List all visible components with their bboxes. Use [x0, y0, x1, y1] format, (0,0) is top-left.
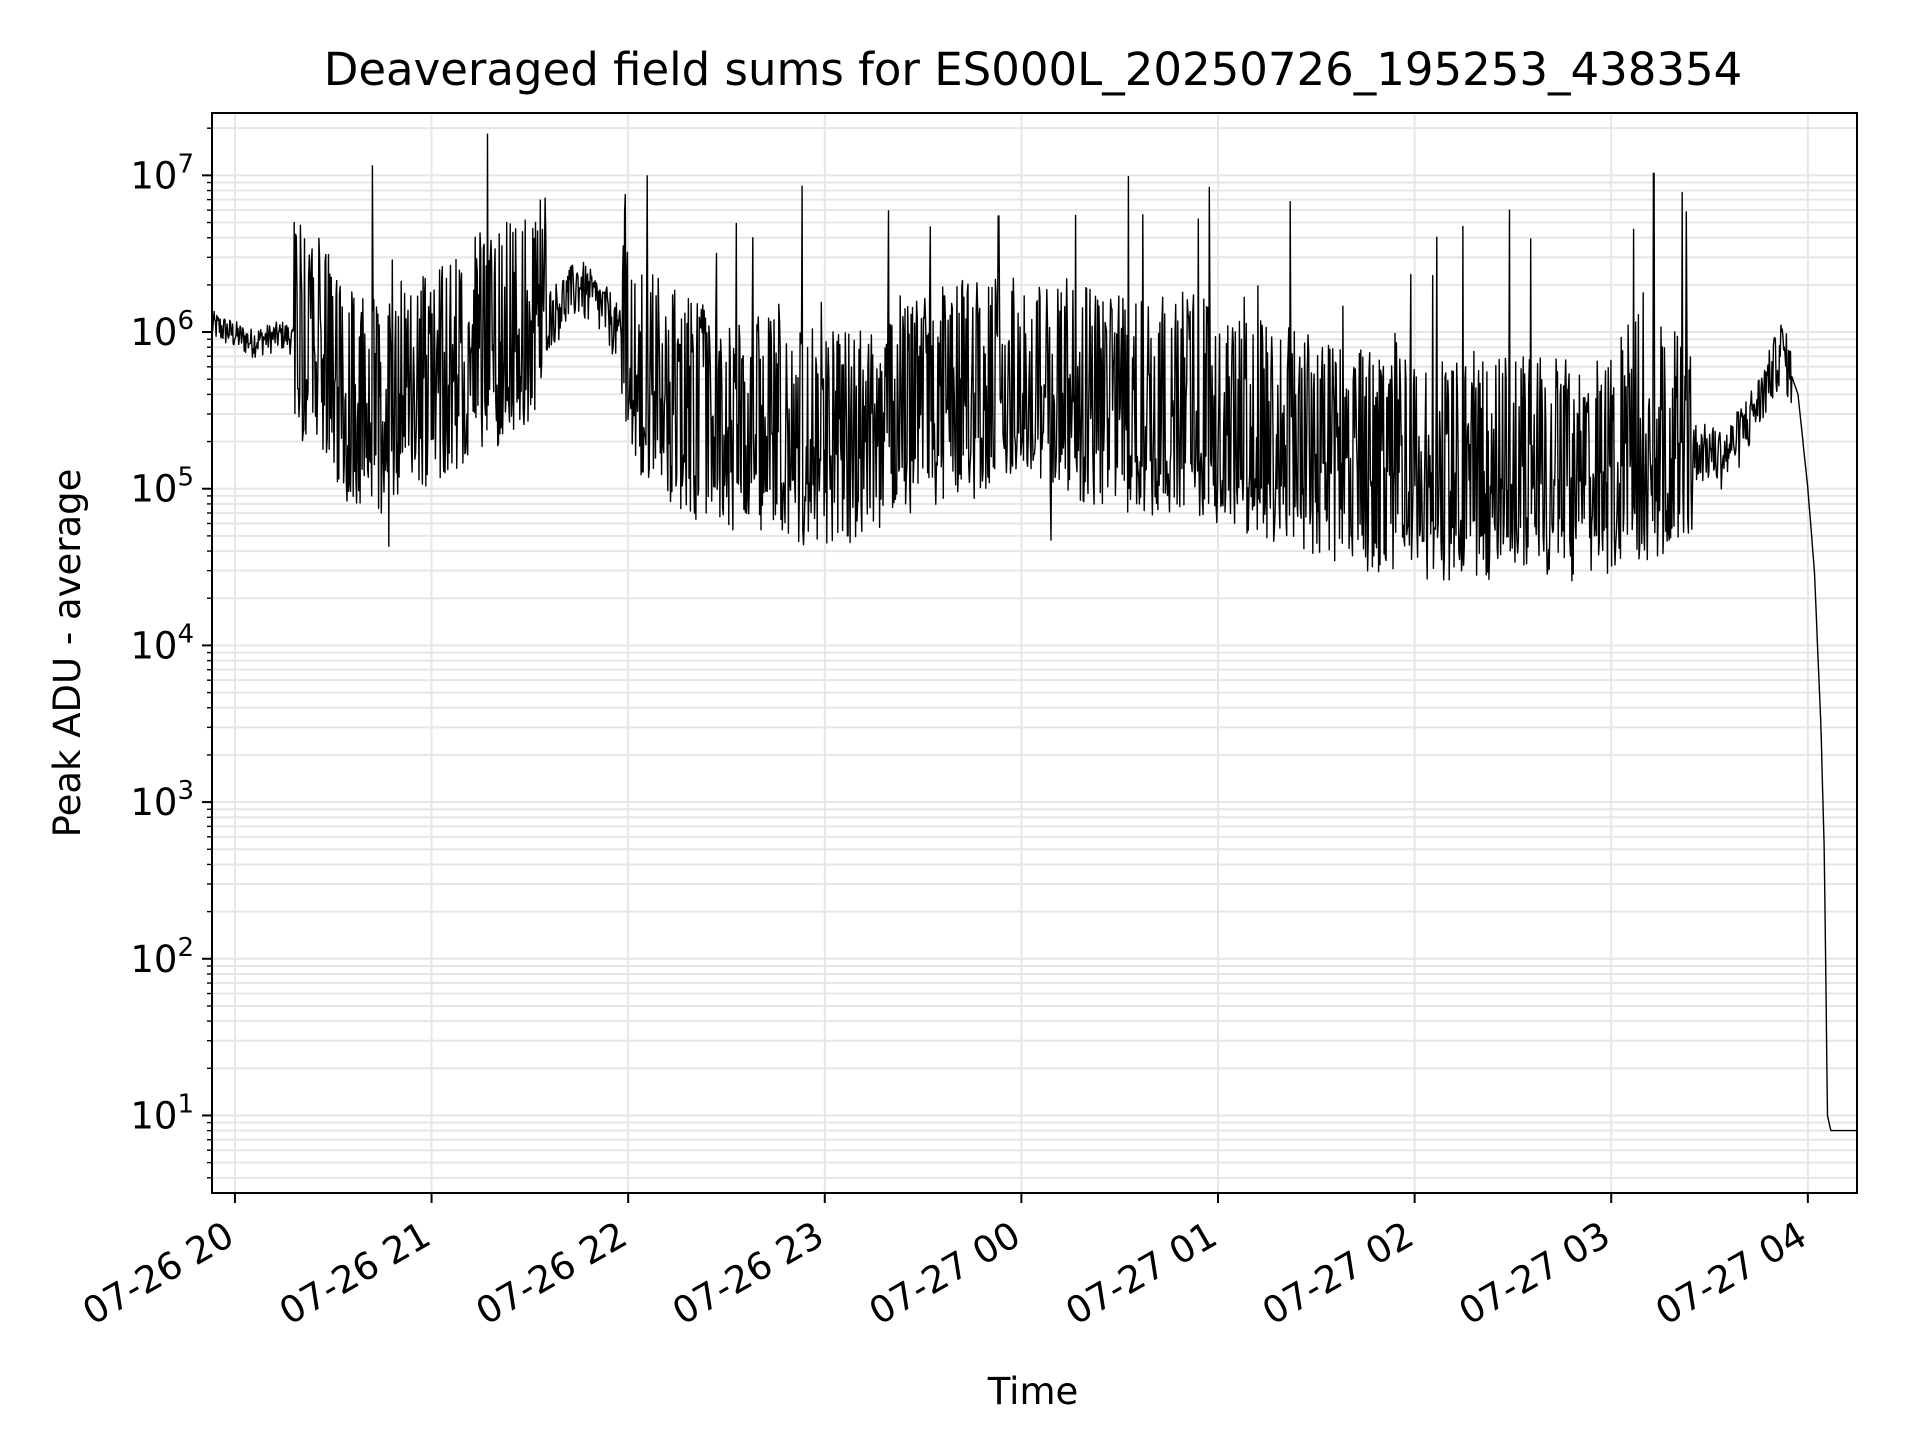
- y-tick-label: 102: [130, 933, 194, 981]
- y-tick-label: 103: [130, 776, 194, 824]
- x-axis-label: Time: [987, 1370, 1079, 1413]
- y-tick-label: 105: [130, 463, 194, 511]
- chart-title: Deaveraged field sums for ES000L_2025072…: [324, 43, 1743, 96]
- y-tick-label: 104: [130, 619, 194, 667]
- y-axis-label: Peak ADU - average: [46, 469, 89, 838]
- data-line-layer: [211, 133, 1858, 1132]
- y-tick-label: 106: [130, 306, 194, 354]
- data-line: [211, 133, 1858, 1132]
- y-tick-label: 107: [130, 149, 194, 197]
- y-tick-label: 101: [130, 1089, 194, 1137]
